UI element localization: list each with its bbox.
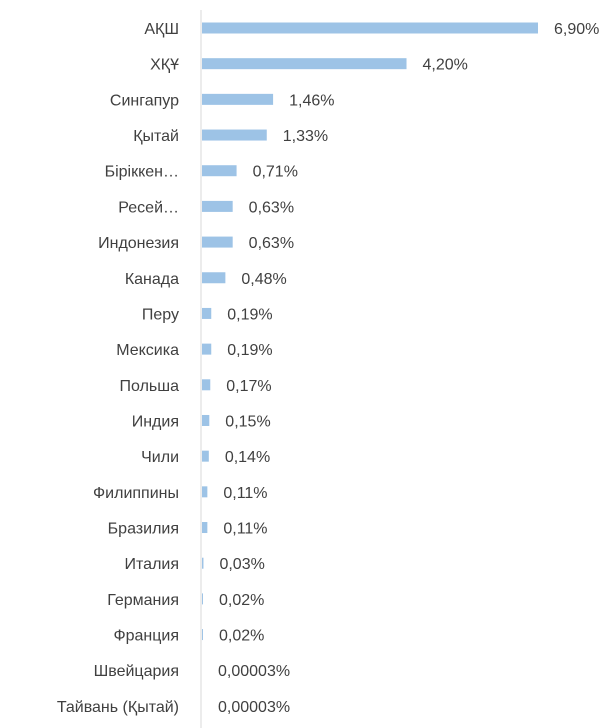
category-label: Италия	[125, 556, 179, 573]
value-labels-group: 6,90% 4,20% 1,46% 1,33% 0,71% 0,63% 0,63% 0,48%…	[218, 21, 599, 716]
category-label: Перу	[142, 306, 179, 323]
category-label: Франция	[113, 628, 179, 645]
category-label: АҚШ	[144, 21, 179, 38]
value-label: 0,71%	[253, 164, 298, 181]
bar	[202, 93, 274, 105]
category-label: Германия	[107, 592, 179, 609]
bar	[202, 307, 212, 319]
category-label: Канада	[125, 271, 179, 288]
value-label: 0,19%	[227, 306, 272, 323]
category-label: Швейцария	[94, 663, 179, 680]
category-label: Ресей…	[118, 199, 179, 216]
bar	[202, 557, 204, 569]
value-label: 0,11%	[223, 521, 267, 538]
value-label: 4,20%	[423, 57, 468, 74]
bar	[202, 129, 267, 141]
value-label: 0,17%	[226, 378, 271, 395]
category-labels-group: АҚШ ХҚҰ Сингапур Қытай Біріккен… Ресей… Индоне…	[57, 21, 179, 716]
value-label: 0,03%	[219, 556, 264, 573]
bar	[202, 58, 407, 70]
value-label: 0,19%	[227, 342, 272, 359]
bar	[202, 379, 211, 391]
category-label: Тайвань (Қытай)	[57, 699, 179, 716]
bar	[202, 486, 208, 498]
value-label: 0,00003%	[218, 663, 290, 680]
bar	[202, 22, 538, 34]
category-label: Біріккен…	[105, 164, 179, 181]
category-label: Сингапур	[110, 92, 179, 109]
bar	[202, 522, 208, 534]
value-label: 0,00003%	[218, 699, 290, 716]
category-label: Индонезия	[98, 235, 179, 252]
category-label: Бразилия	[108, 521, 179, 538]
category-label: Польша	[120, 378, 180, 395]
value-label: 0,63%	[249, 199, 294, 216]
bar	[202, 165, 237, 177]
category-label: Индия	[132, 413, 179, 430]
value-label: 0,02%	[219, 592, 264, 609]
bar	[202, 343, 212, 355]
value-label: 0,15%	[225, 413, 270, 430]
category-label: Мексика	[116, 342, 179, 359]
value-label: 0,11%	[223, 485, 267, 502]
value-label: 1,46%	[289, 92, 334, 109]
value-label: 0,48%	[241, 271, 286, 288]
bar	[202, 629, 203, 641]
bar	[202, 450, 209, 462]
bars-group	[202, 22, 538, 712]
bar	[202, 200, 233, 212]
category-label: Чили	[141, 449, 179, 466]
value-label: 6,90%	[554, 21, 599, 38]
category-label: Қытай	[133, 128, 179, 145]
value-label: 0,02%	[219, 628, 264, 645]
bar	[202, 414, 210, 426]
category-label: ХҚҰ	[150, 57, 179, 74]
bar	[202, 236, 233, 248]
value-label: 0,63%	[249, 235, 294, 252]
bar	[202, 272, 226, 284]
value-label: 0,14%	[225, 449, 270, 466]
category-label: Филиппины	[93, 485, 179, 502]
bar	[202, 593, 203, 605]
value-label: 1,33%	[283, 128, 328, 145]
